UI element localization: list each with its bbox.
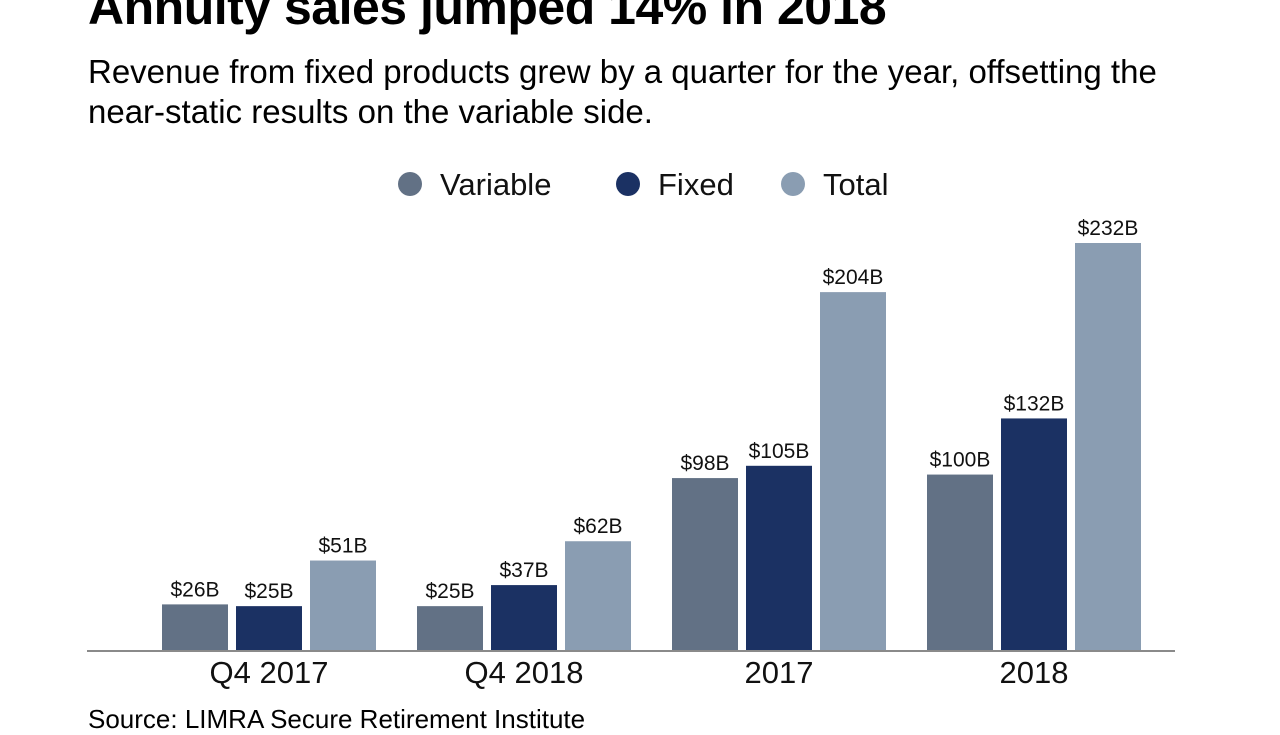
bar-variable [672, 478, 738, 650]
bar-total [565, 541, 631, 650]
data-label: $232B [1078, 217, 1139, 240]
bar-variable [417, 606, 483, 650]
chart-title: Annuity sales jumped 14% in 2018 [88, 0, 887, 35]
bar-fixed [236, 606, 302, 650]
x-tick-label: Q4 2017 [210, 655, 329, 690]
legend-marker-fixed [616, 172, 640, 196]
bar-fixed [746, 465, 812, 650]
bar-total [1075, 243, 1141, 650]
data-label: $98B [680, 452, 729, 475]
legend-label-variable: Variable [440, 167, 551, 202]
bar-variable [162, 604, 228, 650]
data-label: $25B [244, 580, 293, 603]
legend-marker-variable [398, 172, 422, 196]
chart-subtitle: Revenue from fixed products grew by a qu… [88, 53, 1157, 130]
legend-label-total: Total [823, 167, 888, 202]
data-label: $132B [1004, 392, 1065, 415]
bar-total [310, 560, 376, 650]
bar-variable [927, 474, 993, 650]
bar-fixed [1001, 418, 1067, 650]
bar-fixed [491, 585, 557, 650]
legend-marker-total [781, 172, 805, 196]
data-label: $204B [823, 266, 884, 289]
x-tick-label: 2017 [745, 655, 814, 690]
bar-chart: Variable Fixed Total $26B $25B $51B Q4 2017 $25… [87, 167, 1175, 690]
data-label: $105B [749, 440, 810, 463]
data-label: $51B [318, 535, 367, 558]
data-label: $62B [573, 515, 622, 538]
x-tick-label: Q4 2018 [465, 655, 584, 690]
bar-total [820, 292, 886, 650]
data-label: $26B [170, 578, 219, 601]
data-label: $25B [425, 580, 474, 603]
x-tick-label: 2018 [1000, 655, 1069, 690]
legend-label-fixed: Fixed [658, 167, 734, 202]
data-label: $37B [499, 559, 548, 582]
data-label: $100B [930, 449, 991, 472]
